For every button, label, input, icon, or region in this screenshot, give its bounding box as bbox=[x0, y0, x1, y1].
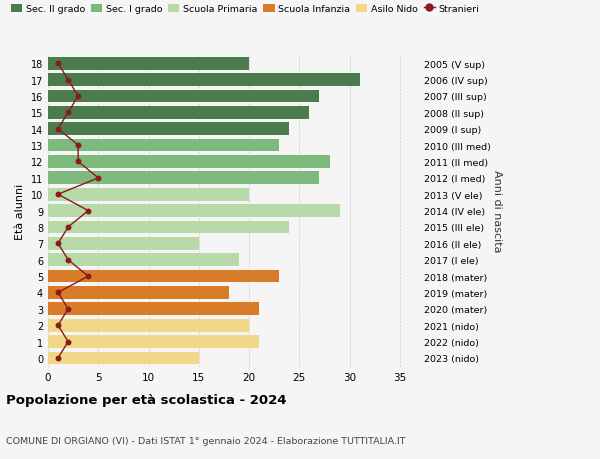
Bar bbox=[48, 286, 229, 299]
Point bbox=[64, 306, 73, 313]
Point bbox=[64, 77, 73, 84]
Point bbox=[53, 354, 63, 362]
Bar bbox=[48, 156, 329, 168]
Bar bbox=[48, 74, 359, 87]
Bar bbox=[48, 237, 199, 250]
Bar bbox=[48, 254, 239, 267]
Text: Popolazione per età scolastica - 2024: Popolazione per età scolastica - 2024 bbox=[6, 393, 287, 406]
Bar bbox=[48, 205, 340, 218]
Bar bbox=[48, 189, 249, 201]
Point bbox=[53, 126, 63, 133]
Bar bbox=[48, 140, 279, 152]
Point bbox=[53, 322, 63, 329]
Point bbox=[73, 158, 83, 166]
Bar bbox=[48, 58, 249, 70]
Bar bbox=[48, 123, 289, 136]
Point bbox=[53, 240, 63, 247]
Point bbox=[64, 338, 73, 346]
Bar bbox=[48, 303, 259, 315]
Y-axis label: Età alunni: Età alunni bbox=[15, 183, 25, 239]
Bar bbox=[48, 319, 249, 332]
Point bbox=[53, 289, 63, 297]
Point bbox=[53, 61, 63, 68]
Point bbox=[64, 257, 73, 264]
Point bbox=[53, 191, 63, 198]
Bar bbox=[48, 352, 199, 364]
Bar bbox=[48, 336, 259, 348]
Point bbox=[64, 224, 73, 231]
Bar bbox=[48, 270, 279, 283]
Bar bbox=[48, 221, 289, 234]
Bar bbox=[48, 107, 310, 119]
Point bbox=[64, 109, 73, 117]
Point bbox=[94, 175, 103, 182]
Bar bbox=[48, 90, 319, 103]
Point bbox=[73, 93, 83, 101]
Bar bbox=[48, 172, 319, 185]
Text: COMUNE DI ORGIANO (VI) - Dati ISTAT 1° gennaio 2024 - Elaborazione TUTTITALIA.IT: COMUNE DI ORGIANO (VI) - Dati ISTAT 1° g… bbox=[6, 436, 406, 445]
Legend: Sec. II grado, Sec. I grado, Scuola Primaria, Scuola Infanzia, Asilo Nido, Stran: Sec. II grado, Sec. I grado, Scuola Prim… bbox=[11, 5, 479, 14]
Point bbox=[83, 207, 93, 215]
Point bbox=[83, 273, 93, 280]
Y-axis label: Anni di nascita: Anni di nascita bbox=[492, 170, 502, 252]
Point bbox=[73, 142, 83, 150]
